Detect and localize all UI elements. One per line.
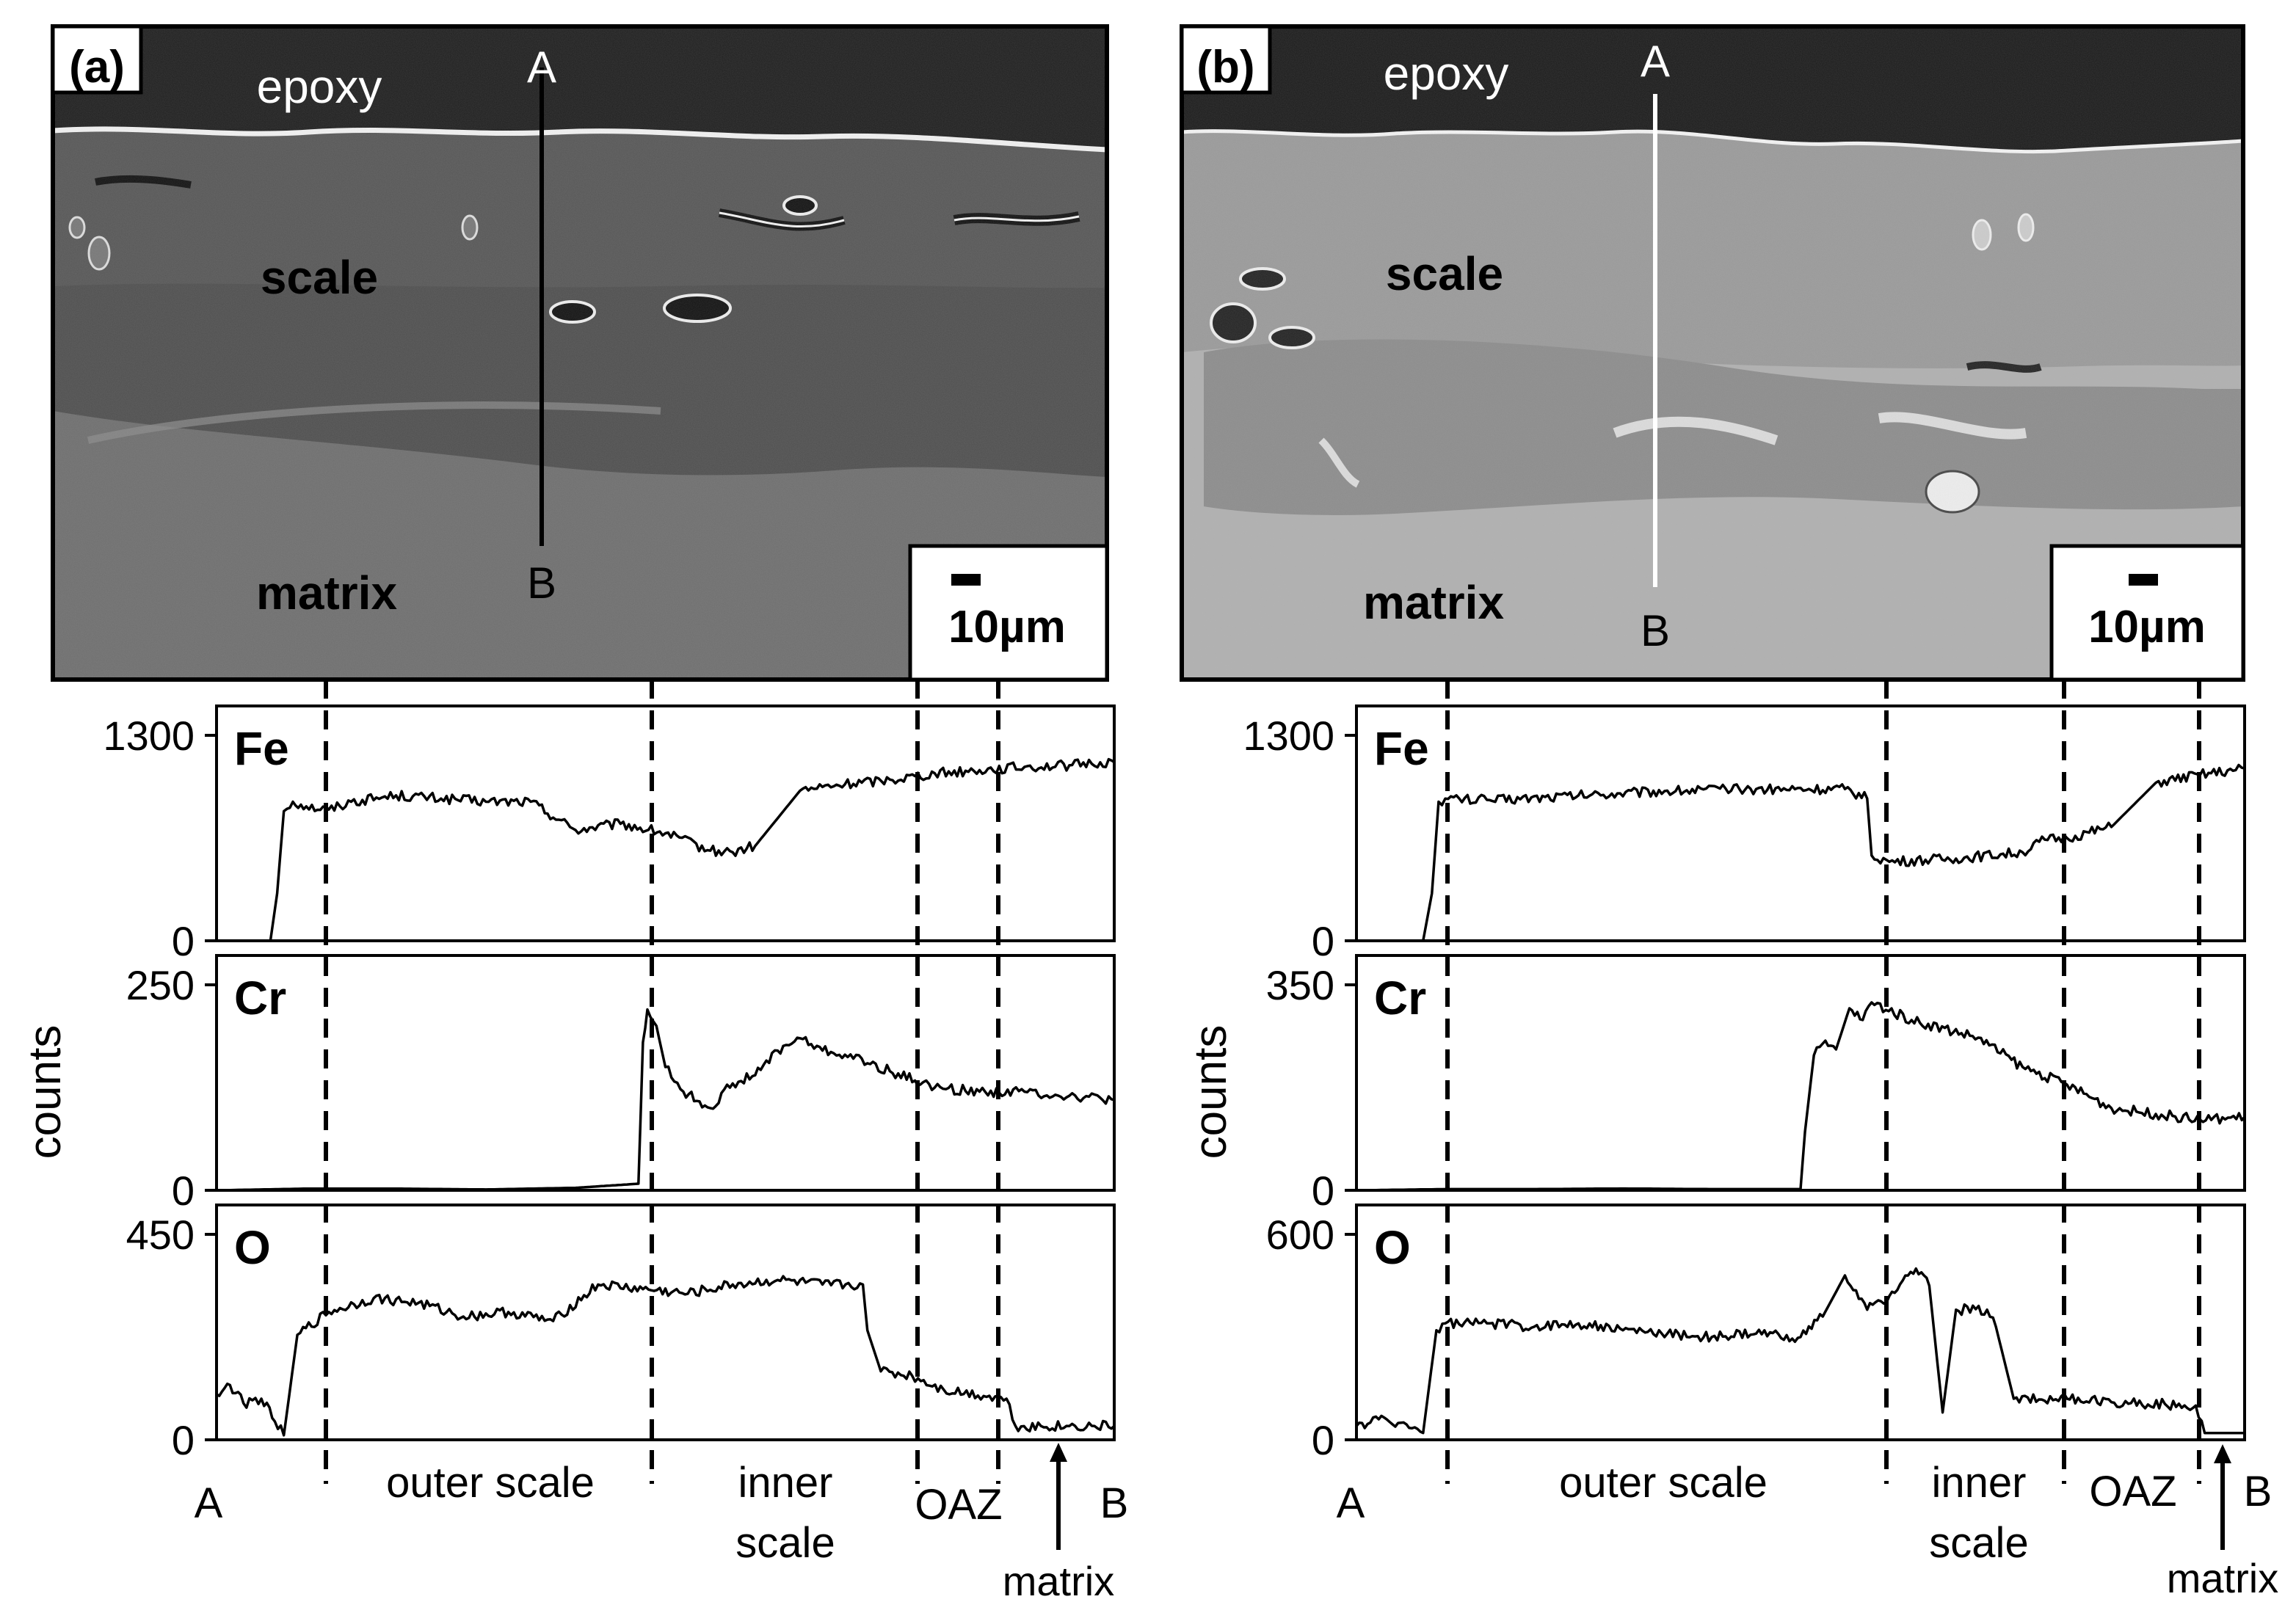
y-tick-label-b-fe-0: 0 bbox=[1312, 918, 1334, 964]
region-b-end-b: B bbox=[2244, 1468, 2273, 1515]
series-label-a-cr: Cr bbox=[234, 972, 286, 1024]
y-tick-label-a-fe-1: 1300 bbox=[103, 713, 195, 759]
series-line-a-o bbox=[216, 1275, 1116, 1437]
plot-frame-a-cr bbox=[215, 954, 1116, 1192]
scale-label-b: scale bbox=[1386, 247, 1503, 300]
scale-bar-b: 10µm bbox=[2049, 544, 2245, 682]
y-tick-label-b-fe-1: 1300 bbox=[1243, 713, 1334, 759]
series-line-b-fe bbox=[1356, 763, 2245, 942]
point-a-label-b: A bbox=[1641, 37, 1670, 86]
y-axis-label-a: counts bbox=[20, 1025, 70, 1159]
region-a-start-b: A bbox=[1337, 1479, 1365, 1527]
series-line-b-cr bbox=[1356, 1001, 2246, 1192]
y-tick-label-b-cr-0: 0 bbox=[1312, 1168, 1334, 1214]
point-a-label-a: A bbox=[527, 43, 556, 92]
series-line-b-o bbox=[1355, 1267, 2245, 1435]
region-inner-2-b: scale bbox=[1929, 1519, 2028, 1567]
series-label-b-cr: Cr bbox=[1374, 972, 1426, 1024]
y-tick-label-b-cr-1: 350 bbox=[1266, 962, 1334, 1008]
region-inner-1-a: inner bbox=[738, 1459, 833, 1507]
plot-frame-b-o bbox=[1355, 1204, 2246, 1441]
plot-frame-a-o bbox=[215, 1204, 1116, 1441]
plot-frame-a-fe bbox=[215, 704, 1116, 942]
micrograph-b bbox=[1182, 26, 2243, 680]
epoxy-label-a: epoxy bbox=[257, 60, 382, 113]
matrix-label-b: matrix bbox=[1363, 576, 1505, 629]
series-label-a-fe: Fe bbox=[234, 722, 289, 775]
point-b-label-b: B bbox=[1641, 606, 1670, 655]
matrix-label-a: matrix bbox=[256, 567, 398, 619]
panel-label-b: (b) bbox=[1196, 42, 1254, 92]
scale-bar-label-b: 10µm bbox=[2088, 602, 2206, 652]
region-a-start-a: A bbox=[195, 1479, 223, 1527]
region-matrix-b: matrix bbox=[2167, 1555, 2278, 1601]
matrix-arrow-b bbox=[2214, 1444, 2231, 1550]
micrograph-a bbox=[53, 26, 1107, 680]
y-tick-label-a-fe-0: 0 bbox=[172, 918, 195, 964]
series-label-b-fe: Fe bbox=[1374, 722, 1429, 775]
y-tick-label-a-cr-0: 0 bbox=[172, 1168, 195, 1214]
series-line-a-cr bbox=[216, 1008, 1115, 1192]
region-inner-1-b: inner bbox=[1932, 1459, 2027, 1507]
y-tick-label-b-o-1: 600 bbox=[1266, 1212, 1334, 1258]
y-axis-label-b: counts bbox=[1185, 1025, 1236, 1159]
y-tick-label-a-o-0: 0 bbox=[172, 1417, 195, 1463]
region-oaz-b: OAZ bbox=[2089, 1468, 2176, 1515]
region-outer-scale-a: outer scale bbox=[386, 1459, 595, 1507]
series-label-a-o: O bbox=[234, 1221, 271, 1274]
micrograph-b-frame bbox=[1180, 24, 2245, 682]
scale-bar-a: 10µm bbox=[908, 544, 1109, 682]
y-tick-label-b-o-0: 0 bbox=[1312, 1417, 1334, 1463]
epoxy-label-b: epoxy bbox=[1384, 47, 1509, 100]
series-line-a-fe bbox=[217, 757, 1115, 942]
region-matrix-a: matrix bbox=[1003, 1558, 1114, 1604]
panel-label-a: (a) bbox=[69, 42, 125, 92]
plot-frame-b-fe bbox=[1355, 704, 2246, 942]
y-tick-label-a-cr-1: 250 bbox=[126, 962, 195, 1008]
micrograph-a-frame bbox=[51, 24, 1109, 682]
region-outer-scale-b: outer scale bbox=[1559, 1459, 1768, 1507]
scale-label-a: scale bbox=[261, 251, 378, 304]
region-inner-2-a: scale bbox=[735, 1519, 835, 1567]
scale-bar-label-a: 10µm bbox=[948, 602, 1066, 652]
region-b-end-a: B bbox=[1100, 1479, 1129, 1527]
region-oaz-a: OAZ bbox=[915, 1481, 1002, 1529]
matrix-arrow-a bbox=[1050, 1443, 1067, 1550]
point-b-label-a: B bbox=[527, 558, 556, 608]
plot-frame-b-cr bbox=[1355, 954, 2246, 1192]
series-label-b-o: O bbox=[1374, 1221, 1411, 1274]
y-tick-label-a-o-1: 450 bbox=[126, 1212, 195, 1258]
region-dividers bbox=[324, 680, 2201, 1484]
